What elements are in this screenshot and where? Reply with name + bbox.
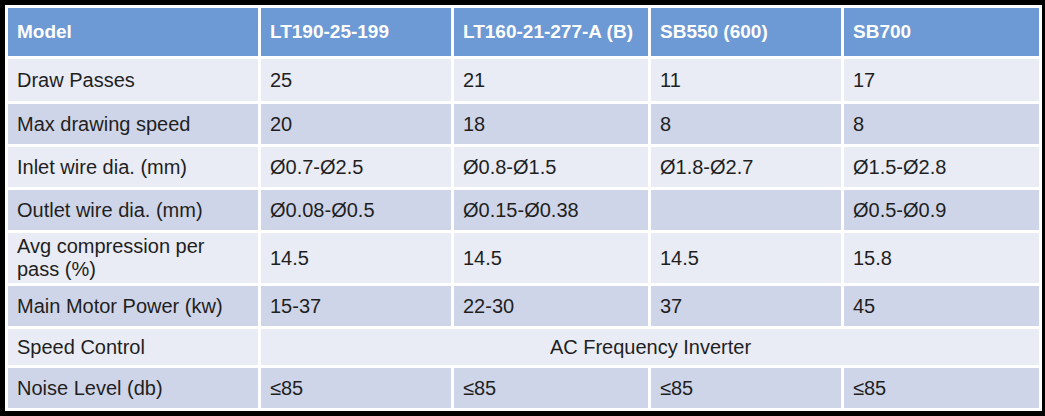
cell-value-empty <box>651 190 841 230</box>
cell-value: Ø1.8-Ø2.7 <box>651 147 841 187</box>
header-cell-sb700: SB700 <box>844 8 1039 56</box>
cell-value: 14.5 <box>454 233 648 283</box>
cell-value: 45 <box>844 286 1039 326</box>
row-label: Draw Passes <box>8 59 258 101</box>
row-label: Noise Level (db) <box>8 368 258 408</box>
table-row-speed-control: Speed Control AC Frequency Inverter <box>8 329 1039 365</box>
cell-value: 22-30 <box>454 286 648 326</box>
table-row-noise-level: Noise Level (db) ≤85 ≤85 ≤85 ≤85 <box>8 368 1039 408</box>
header-row: Model LT190-25-199 LT160-21-277-A (B) SB… <box>8 8 1039 56</box>
cell-value: Ø0.08-Ø0.5 <box>261 190 451 230</box>
wire-drawing-machine-spec-table: Model LT190-25-199 LT160-21-277-A (B) SB… <box>5 5 1042 411</box>
cell-merged-speed-control: AC Frequency Inverter <box>261 329 1039 365</box>
row-label: Avg compression per pass (%) <box>8 233 258 283</box>
cell-value: ≤85 <box>261 368 451 408</box>
table-row-outlet-wire-dia: Outlet wire dia. (mm) Ø0.08-Ø0.5 Ø0.15-Ø… <box>8 190 1039 230</box>
cell-value: 8 <box>651 104 841 144</box>
cell-value: ≤85 <box>651 368 841 408</box>
cell-value: 15-37 <box>261 286 451 326</box>
table-row-draw-passes: Draw Passes 25 21 11 17 <box>8 59 1039 101</box>
cell-value: 20 <box>261 104 451 144</box>
table-row-avg-compression: Avg compression per pass (%) 14.5 14.5 1… <box>8 233 1039 283</box>
cell-value: 14.5 <box>651 233 841 283</box>
header-cell-lt160: LT160-21-277-A (B) <box>454 8 648 56</box>
cell-value: 11 <box>651 59 841 101</box>
row-label: Inlet wire dia. (mm) <box>8 147 258 187</box>
row-label: Max drawing speed <box>8 104 258 144</box>
cell-value: 15.8 <box>844 233 1039 283</box>
cell-value: 21 <box>454 59 648 101</box>
cell-value: Ø0.5-Ø0.9 <box>844 190 1039 230</box>
cell-value: 17 <box>844 59 1039 101</box>
header-cell-sb550: SB550 (600) <box>651 8 841 56</box>
cell-value: 14.5 <box>261 233 451 283</box>
cell-value: Ø0.7-Ø2.5 <box>261 147 451 187</box>
cell-value: ≤85 <box>844 368 1039 408</box>
cell-value: Ø0.8-Ø1.5 <box>454 147 648 187</box>
row-label: Outlet wire dia. (mm) <box>8 190 258 230</box>
row-label: Main Motor Power (kw) <box>8 286 258 326</box>
cell-value: 18 <box>454 104 648 144</box>
cell-value: 25 <box>261 59 451 101</box>
header-cell-lt190: LT190-25-199 <box>261 8 451 56</box>
cell-value: 8 <box>844 104 1039 144</box>
cell-value: ≤85 <box>454 368 648 408</box>
cell-value: Ø0.15-Ø0.38 <box>454 190 648 230</box>
cell-value: Ø1.5-Ø2.8 <box>844 147 1039 187</box>
cell-value: 37 <box>651 286 841 326</box>
table-row-max-drawing-speed: Max drawing speed 20 18 8 8 <box>8 104 1039 144</box>
spec-table-frame: Model LT190-25-199 LT160-21-277-A (B) SB… <box>0 0 1045 416</box>
header-cell-model: Model <box>8 8 258 56</box>
row-label: Speed Control <box>8 329 258 365</box>
table-row-main-motor-power: Main Motor Power (kw) 15-37 22-30 37 45 <box>8 286 1039 326</box>
table-row-inlet-wire-dia: Inlet wire dia. (mm) Ø0.7-Ø2.5 Ø0.8-Ø1.5… <box>8 147 1039 187</box>
